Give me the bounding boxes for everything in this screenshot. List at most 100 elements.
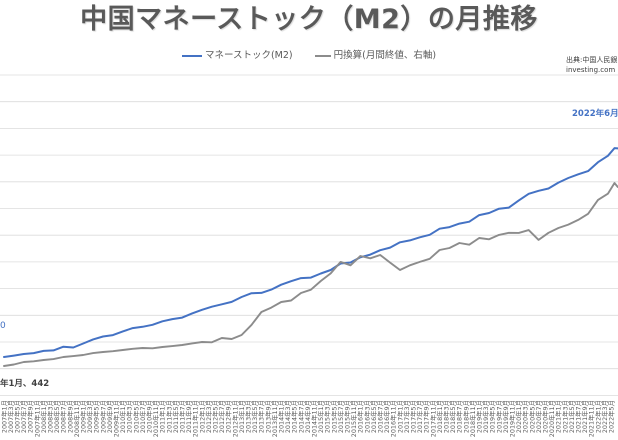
x-axis-tick-labels: 2007年1月2007年3月2007年5月2007年7月2007年9月2007年… bbox=[0, 400, 616, 437]
x-tick-label: 2007年9月 bbox=[26, 400, 35, 433]
x-tick-label: 2009年5月 bbox=[92, 400, 101, 433]
x-tick-label: 2011年5月 bbox=[171, 400, 180, 433]
x-tick-label: 2015年1月 bbox=[316, 400, 325, 433]
x-tick-label: 2010年11月 bbox=[151, 400, 160, 437]
x-tick-label: 2021年5月 bbox=[567, 400, 576, 433]
legend-label-m2: マネーストック(M2) bbox=[204, 50, 293, 61]
legend-item-yen: 円換算(月間終値、右軸) bbox=[314, 49, 437, 63]
x-tick-label: 2014年3月 bbox=[283, 400, 292, 433]
x-tick-label: 2012年3月 bbox=[204, 400, 213, 433]
x-tick-label: 2015年5月 bbox=[329, 400, 338, 433]
x-tick-label: 2012年1月 bbox=[197, 400, 206, 433]
x-tick-label: 2009年1月 bbox=[79, 400, 88, 433]
x-tick-label: 2019年1月 bbox=[475, 400, 484, 433]
x-tick-label: 2017年9月 bbox=[422, 400, 431, 433]
x-tick-label: 2020年1月 bbox=[514, 400, 523, 433]
x-tick-label: 2016年5月 bbox=[369, 400, 378, 433]
x-tick-label: 2018年9月 bbox=[461, 400, 470, 433]
x-tick-label: 2016年11月 bbox=[389, 400, 398, 437]
x-tick-label: 2010年9月 bbox=[145, 400, 154, 433]
x-tick-label: 2020年9月 bbox=[541, 400, 550, 433]
chart-title: 中国マネーストック（M2）の月推移 bbox=[80, 4, 538, 35]
x-tick-label: 2009年3月 bbox=[85, 400, 94, 433]
x-tick-label: 2015年7月 bbox=[336, 400, 345, 433]
x-tick-label: 2015年11月 bbox=[349, 400, 358, 437]
legend: マネーストック(M2) 円換算(月間終値、右軸) bbox=[0, 49, 618, 63]
x-tick-label: 2010年3月 bbox=[125, 400, 134, 433]
x-tick-label: 2014年5月 bbox=[290, 400, 299, 433]
x-tick-label: 2020年11月 bbox=[547, 400, 556, 437]
x-tick-label: 2012年5月 bbox=[211, 400, 220, 433]
x-tick-label: 2018年3月 bbox=[442, 400, 451, 433]
x-tick-label: 2022年1月 bbox=[593, 400, 602, 433]
x-tick-label: 2013年5月 bbox=[250, 400, 259, 433]
x-tick-label: 2009年9月 bbox=[105, 400, 114, 433]
x-tick-label: 2008年1月 bbox=[39, 400, 48, 433]
x-tick-label: 2021年11月 bbox=[587, 400, 596, 437]
x-tick-label: 2019年3月 bbox=[481, 400, 490, 433]
x-tick-label: 2017年5月 bbox=[409, 400, 418, 433]
x-tick-label: 2020年7月 bbox=[534, 400, 543, 433]
x-tick-label: 2019年5月 bbox=[488, 400, 497, 433]
x-tick-label: 2016年3月 bbox=[362, 400, 371, 433]
x-tick-label: 2011年7月 bbox=[178, 400, 187, 433]
x-tick-label: 2012年7月 bbox=[217, 400, 226, 433]
source-note-line1: 出典:中国人民銀 bbox=[566, 56, 618, 64]
x-tick-label: 2013年3月 bbox=[244, 400, 253, 433]
x-tick-label: 2018年11月 bbox=[468, 400, 477, 437]
x-tick-label: 2017年11月 bbox=[428, 400, 437, 437]
series-lines bbox=[3, 147, 618, 367]
x-tick-label: 2014年11月 bbox=[310, 400, 319, 437]
x-tick-label: 2008年9月 bbox=[65, 400, 74, 433]
x-tick-label: 2013年11月 bbox=[270, 400, 279, 437]
legend-swatch-m2 bbox=[181, 55, 202, 57]
x-tick-label: 2013年7月 bbox=[257, 400, 266, 433]
x-tick-label: 2014年9月 bbox=[303, 400, 312, 433]
x-tick-label: 2014年1月 bbox=[277, 400, 286, 433]
x-tick-label: 2007年3月 bbox=[6, 400, 15, 433]
x-tick-label: 2022年5月 bbox=[607, 400, 616, 433]
x-tick-label: 2007年11月 bbox=[32, 400, 41, 437]
legend-item-m2: マネーストック(M2) bbox=[181, 49, 293, 63]
x-tick-label: 2017年3月 bbox=[402, 400, 411, 433]
x-tick-label: 2010年7月 bbox=[138, 400, 147, 433]
x-tick-label: 2011年9月 bbox=[184, 400, 193, 433]
x-tick-label: 2016年9月 bbox=[382, 400, 391, 433]
x-tick-label: 2015年9月 bbox=[343, 400, 352, 433]
x-tick-label: 2019年11月 bbox=[508, 400, 517, 437]
x-tick-label: 2018年5月 bbox=[448, 400, 457, 433]
x-tick-label: 2012年11月 bbox=[230, 400, 239, 437]
x-tick-label: 2009年7月 bbox=[98, 400, 107, 433]
x-tick-label: 2020年3月 bbox=[521, 400, 530, 433]
x-tick-label: 2017年7月 bbox=[415, 400, 424, 433]
x-tick-label: 2021年3月 bbox=[560, 400, 569, 433]
x-tick-label: 2019年9月 bbox=[501, 400, 510, 433]
series-line-yen bbox=[3, 182, 618, 367]
x-tick-label: 2007年5月 bbox=[13, 400, 22, 433]
x-tick-label: 2017年1月 bbox=[395, 400, 404, 433]
x-tick-label: 2018年7月 bbox=[455, 400, 464, 433]
x-tick-label: 2021年7月 bbox=[574, 400, 583, 433]
x-tick-label: 2008年11月 bbox=[72, 400, 81, 437]
x-tick-label: 2010年1月 bbox=[118, 400, 127, 433]
x-tick-label: 2022年3月 bbox=[600, 400, 609, 433]
x-tick-label: 2020年5月 bbox=[527, 400, 536, 433]
x-tick-label: 2012年9月 bbox=[224, 400, 233, 433]
x-tick-label: 2008年3月 bbox=[46, 400, 55, 433]
data-label-yen-start: 年1月、442 bbox=[0, 379, 50, 389]
x-tick-label: 2013年1月 bbox=[237, 400, 246, 433]
x-tick-label: 2021年1月 bbox=[554, 400, 563, 433]
x-tick-label: 2011年11月 bbox=[191, 400, 200, 437]
x-tick-label: 2007年1月 bbox=[0, 400, 8, 433]
series-line-m2 bbox=[3, 147, 618, 358]
x-tick-label: 2016年1月 bbox=[356, 400, 365, 433]
x-tick-label: 2011年1月 bbox=[158, 400, 167, 433]
legend-label-yen: 円換算(月間終値、右軸) bbox=[333, 50, 437, 61]
x-tick-label: 2015年3月 bbox=[323, 400, 332, 433]
x-tick-label: 2008年5月 bbox=[52, 400, 61, 433]
x-tick-label: 2010年5月 bbox=[131, 400, 140, 433]
source-note: 出典:中国人民銀 investing.com bbox=[566, 55, 618, 75]
x-tick-label: 2011年3月 bbox=[164, 400, 173, 433]
x-tick-label: 2018年1月 bbox=[435, 400, 444, 433]
